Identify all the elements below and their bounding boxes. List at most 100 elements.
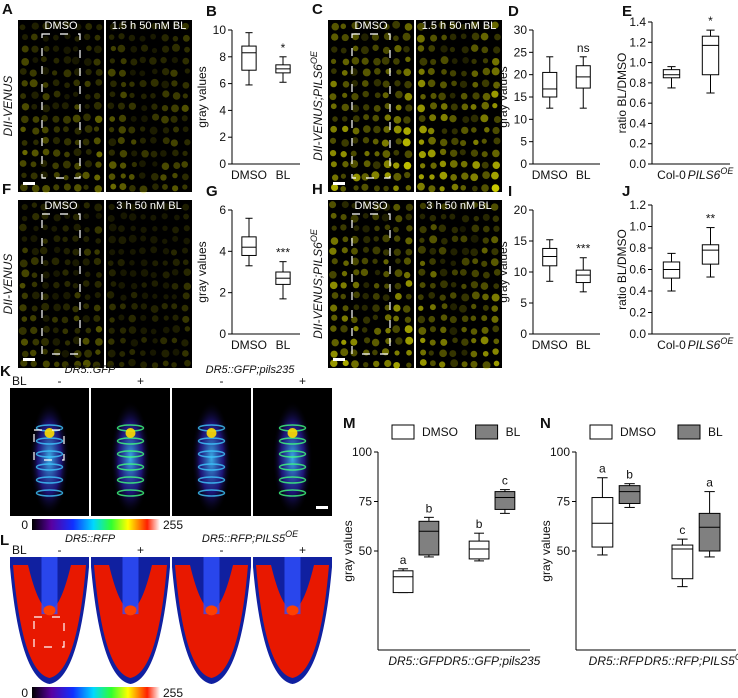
nucleus (41, 302, 50, 311)
y-tick-label: 1.2 (629, 198, 646, 212)
significance-label: b (426, 501, 433, 515)
nucleus (493, 283, 500, 289)
nucleus (84, 93, 91, 100)
nucleus (361, 327, 368, 333)
nucleus (182, 350, 189, 357)
nucleus (331, 258, 338, 265)
side-label-base: DII-VENUS;PILS6 (311, 64, 325, 161)
nucleus (361, 257, 369, 265)
nucleus (107, 349, 116, 358)
nucleus (93, 92, 101, 100)
nucleus (341, 103, 350, 112)
nucleus (331, 292, 339, 299)
nucleus (430, 162, 437, 169)
panel-letter: E (622, 3, 632, 20)
nucleus (130, 139, 137, 145)
y-axis-label: ratio BL/DMSO (615, 53, 629, 134)
y-tick-label: 0.0 (629, 327, 646, 341)
nucleus (429, 304, 436, 311)
nucleus (182, 184, 188, 190)
nucleus (470, 234, 479, 243)
nucleus (450, 359, 459, 368)
nucleus (394, 80, 401, 87)
nucleus (21, 80, 28, 87)
nucleus (54, 361, 60, 368)
nucleus (93, 315, 101, 322)
nucleus (330, 325, 337, 332)
nucleus (120, 173, 126, 179)
nucleus (461, 283, 467, 290)
y-axis-label: gray values (341, 520, 355, 581)
nucleus (150, 136, 157, 144)
nucleus (42, 148, 50, 156)
image-header: 1.5 h 50 nM BL (112, 20, 187, 32)
nucleus (480, 114, 489, 123)
nucleus (459, 139, 467, 147)
nucleus (128, 358, 136, 367)
box (418, 520, 440, 556)
nucleus (419, 359, 427, 366)
x-tick-label: Col-0 (657, 338, 686, 352)
nucleus (64, 93, 70, 100)
y-axis-label: gray values (496, 66, 510, 127)
heat-root (172, 567, 251, 684)
nucleus (429, 214, 437, 222)
heat-band (116, 450, 145, 458)
nucleus (92, 361, 101, 370)
nucleus (108, 173, 116, 181)
nucleus (30, 235, 38, 243)
nucleus (128, 213, 137, 221)
nucleus (85, 68, 92, 76)
nucleus (418, 68, 425, 75)
heat-spot (287, 428, 298, 438)
nucleus (493, 137, 501, 145)
micrograph (106, 200, 192, 368)
nucleus (417, 79, 426, 88)
nucleus (430, 224, 437, 231)
nucleus (450, 303, 458, 311)
image-header: DMSO (355, 20, 388, 32)
y-tick-label: 5 (520, 296, 527, 310)
nucleus (107, 102, 115, 110)
heat-band (35, 450, 64, 458)
nucleus (459, 80, 468, 88)
nucleus (109, 161, 117, 169)
nucleus (491, 315, 499, 323)
nucleus (181, 304, 189, 312)
nucleus (42, 348, 48, 355)
nucleus (84, 103, 90, 110)
nucleus (62, 160, 71, 169)
nucleus (330, 350, 338, 358)
panel-letter: D (508, 3, 519, 20)
nucleus (120, 337, 126, 344)
box (662, 69, 681, 79)
x-tick-label: DMSO (231, 168, 267, 182)
treatment-label: BL (12, 374, 27, 388)
x-tick-label-base: BL (276, 168, 291, 182)
nucleus (342, 161, 349, 168)
nucleus (395, 138, 402, 145)
heat-root (175, 565, 248, 678)
nucleus (491, 236, 499, 244)
colorbar-label: 0 (21, 518, 28, 532)
nucleus (20, 359, 28, 367)
nucleus (363, 160, 371, 168)
nucleus (441, 203, 448, 210)
nucleus (363, 125, 371, 133)
nucleus (109, 91, 116, 98)
nucleus (152, 183, 159, 190)
heat-spot (43, 605, 56, 616)
nucleus (451, 226, 459, 234)
nucleus (83, 33, 91, 41)
nucleus (118, 126, 127, 134)
nucleus (492, 126, 500, 135)
nucleus (471, 338, 477, 344)
significance-label: ns (577, 41, 590, 55)
nucleus (30, 314, 37, 322)
nucleus (30, 326, 38, 335)
nucleus (61, 350, 70, 358)
nucleus (471, 291, 480, 300)
nucleus (139, 247, 146, 255)
nucleus (459, 149, 466, 156)
nucleus (350, 214, 359, 223)
